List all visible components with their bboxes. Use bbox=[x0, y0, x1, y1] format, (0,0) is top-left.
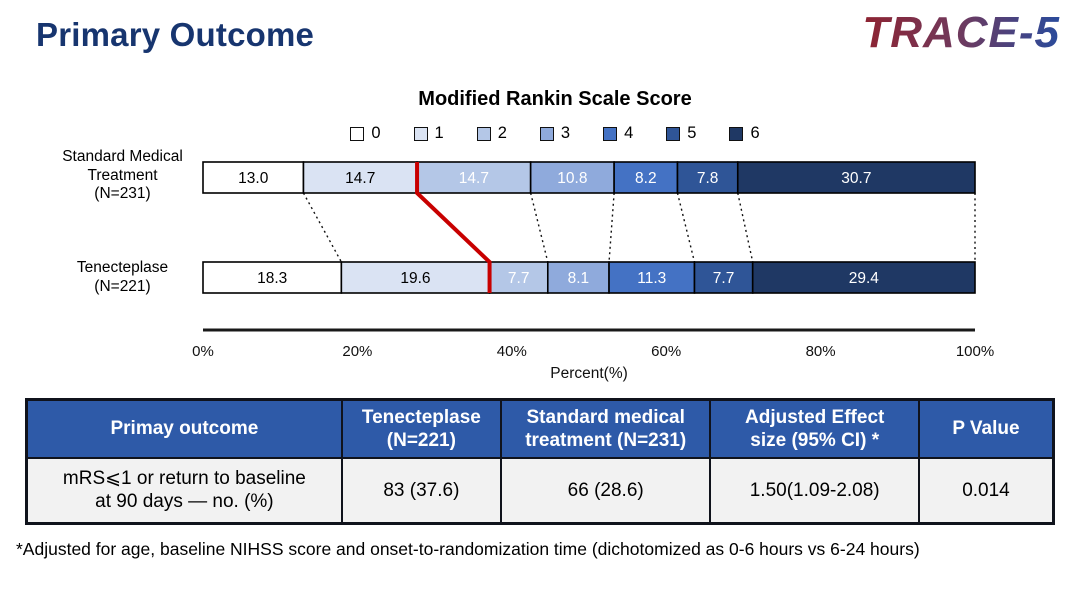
page-title: Primary Outcome bbox=[36, 16, 315, 53]
connector-line bbox=[676, 192, 696, 263]
legend-swatch-mrs-4 bbox=[603, 126, 618, 141]
connector-line bbox=[302, 192, 342, 263]
bar-label-tenecteplase: Tenecteplase (N=221) bbox=[76, 259, 169, 295]
x-tick-label: 60% bbox=[651, 343, 681, 360]
segment-value-label: 18.3 bbox=[257, 270, 287, 287]
segment-value-label: 13.0 bbox=[238, 170, 269, 187]
segment-value-label: 14.7 bbox=[345, 170, 375, 187]
legend-item: 1 bbox=[413, 124, 444, 143]
bar-segment bbox=[546, 261, 610, 294]
connector-line bbox=[608, 192, 615, 263]
legend-label: 4 bbox=[624, 124, 634, 142]
segment-value-label: 8.1 bbox=[568, 270, 590, 287]
bar-segment bbox=[302, 161, 418, 194]
legend-swatch-mrs-5 bbox=[666, 126, 681, 141]
segment-value-label: 14.7 bbox=[459, 170, 489, 187]
segment-value-label: 11.3 bbox=[637, 270, 666, 287]
legend-label: 0 bbox=[371, 124, 381, 142]
chart-title: Modified Rankin Scale Score bbox=[418, 88, 692, 110]
bar-label-standard-medical-treatment: Standard Medical Treatment (N=231) bbox=[62, 147, 183, 203]
x-tick-label: 0% bbox=[192, 343, 214, 360]
segment-value-label: 7.8 bbox=[697, 170, 719, 187]
bar-segment bbox=[202, 161, 305, 194]
segment-value-label: 7.7 bbox=[713, 270, 735, 287]
footnote: *Adjusted for age, baseline NIHSS score … bbox=[16, 539, 920, 559]
x-tick-label: 100% bbox=[956, 343, 994, 360]
x-axis-title: Percent(%) bbox=[550, 365, 628, 382]
legend-label: 2 bbox=[497, 124, 507, 142]
legend-swatch-mrs-0 bbox=[350, 126, 365, 141]
header-primary-outcome: Primay outcome bbox=[25, 398, 343, 459]
bar-segment bbox=[676, 161, 739, 194]
legend-label: 5 bbox=[687, 124, 697, 142]
segment-value-label: 29.4 bbox=[849, 270, 880, 287]
chart-legend: 0 1 2 3 4 5 6 bbox=[140, 124, 970, 143]
legend-item: 2 bbox=[476, 124, 507, 143]
bar-segment bbox=[608, 261, 696, 294]
legend-label: 3 bbox=[560, 124, 571, 142]
legend-item: 5 bbox=[666, 124, 696, 143]
header-p-value: P Value bbox=[917, 398, 1055, 459]
header-standard-medical: Standard medical treatment (N=231) bbox=[499, 398, 712, 459]
bar-segment bbox=[529, 161, 615, 194]
bar-segment bbox=[488, 261, 549, 294]
bar-segment bbox=[416, 161, 532, 194]
table-row: mRS⩽1 or return to baseline at 90 days —… bbox=[25, 456, 1055, 525]
connector-line bbox=[529, 192, 549, 263]
x-tick-label: 20% bbox=[342, 343, 372, 360]
connector-line bbox=[737, 192, 754, 263]
cell-p-value: 0.014 bbox=[917, 456, 1055, 525]
cell-standard-value: 66 (28.6) bbox=[499, 456, 712, 525]
header-tenecteplase: Tenecteplase (N=221) bbox=[340, 398, 502, 459]
legend-label: 1 bbox=[434, 124, 444, 142]
legend-swatch-mrs-2 bbox=[476, 126, 491, 141]
legend-swatch-mrs-1 bbox=[413, 126, 428, 141]
x-tick-label: 40% bbox=[497, 343, 527, 360]
segment-value-label: 19.6 bbox=[400, 270, 430, 287]
legend-swatch-mrs-6 bbox=[729, 126, 744, 141]
table-header-row: Primay outcome Tenecteplase (N=221) Stan… bbox=[25, 398, 1055, 459]
bar-segment bbox=[693, 261, 754, 294]
trace5-logo: TRACE-5 bbox=[862, 8, 1060, 57]
primary-outcome-table: Primay outcome Tenecteplase (N=221) Stan… bbox=[25, 398, 1055, 525]
bar-segment bbox=[340, 261, 491, 294]
legend-item: 0 bbox=[350, 124, 381, 143]
red-divider-line bbox=[415, 162, 492, 293]
segment-value-label: 30.7 bbox=[841, 170, 871, 187]
cell-effect-size: 1.50(1.09-2.08) bbox=[709, 456, 920, 525]
x-tick-label: 80% bbox=[806, 343, 836, 360]
header-adjusted-effect: Adjusted Effect size (95% CI) * bbox=[709, 398, 920, 459]
bar-segment bbox=[751, 261, 976, 294]
legend-swatch-mrs-3 bbox=[539, 126, 554, 141]
bar-segment bbox=[736, 161, 976, 194]
cell-outcome-label: mRS⩽1 or return to baseline at 90 days —… bbox=[25, 456, 343, 525]
bar-segment bbox=[613, 161, 679, 194]
segment-value-label: 7.7 bbox=[508, 270, 530, 287]
legend-item: 3 bbox=[539, 124, 571, 143]
legend-item: 6 bbox=[729, 124, 760, 143]
segment-value-label: 8.2 bbox=[635, 170, 657, 187]
bar-segment bbox=[202, 261, 343, 294]
cell-tenecteplase-value: 83 (37.6) bbox=[340, 456, 502, 525]
segment-value-label: 10.8 bbox=[557, 170, 587, 187]
legend-item: 4 bbox=[603, 124, 633, 143]
legend-label: 6 bbox=[750, 124, 760, 142]
